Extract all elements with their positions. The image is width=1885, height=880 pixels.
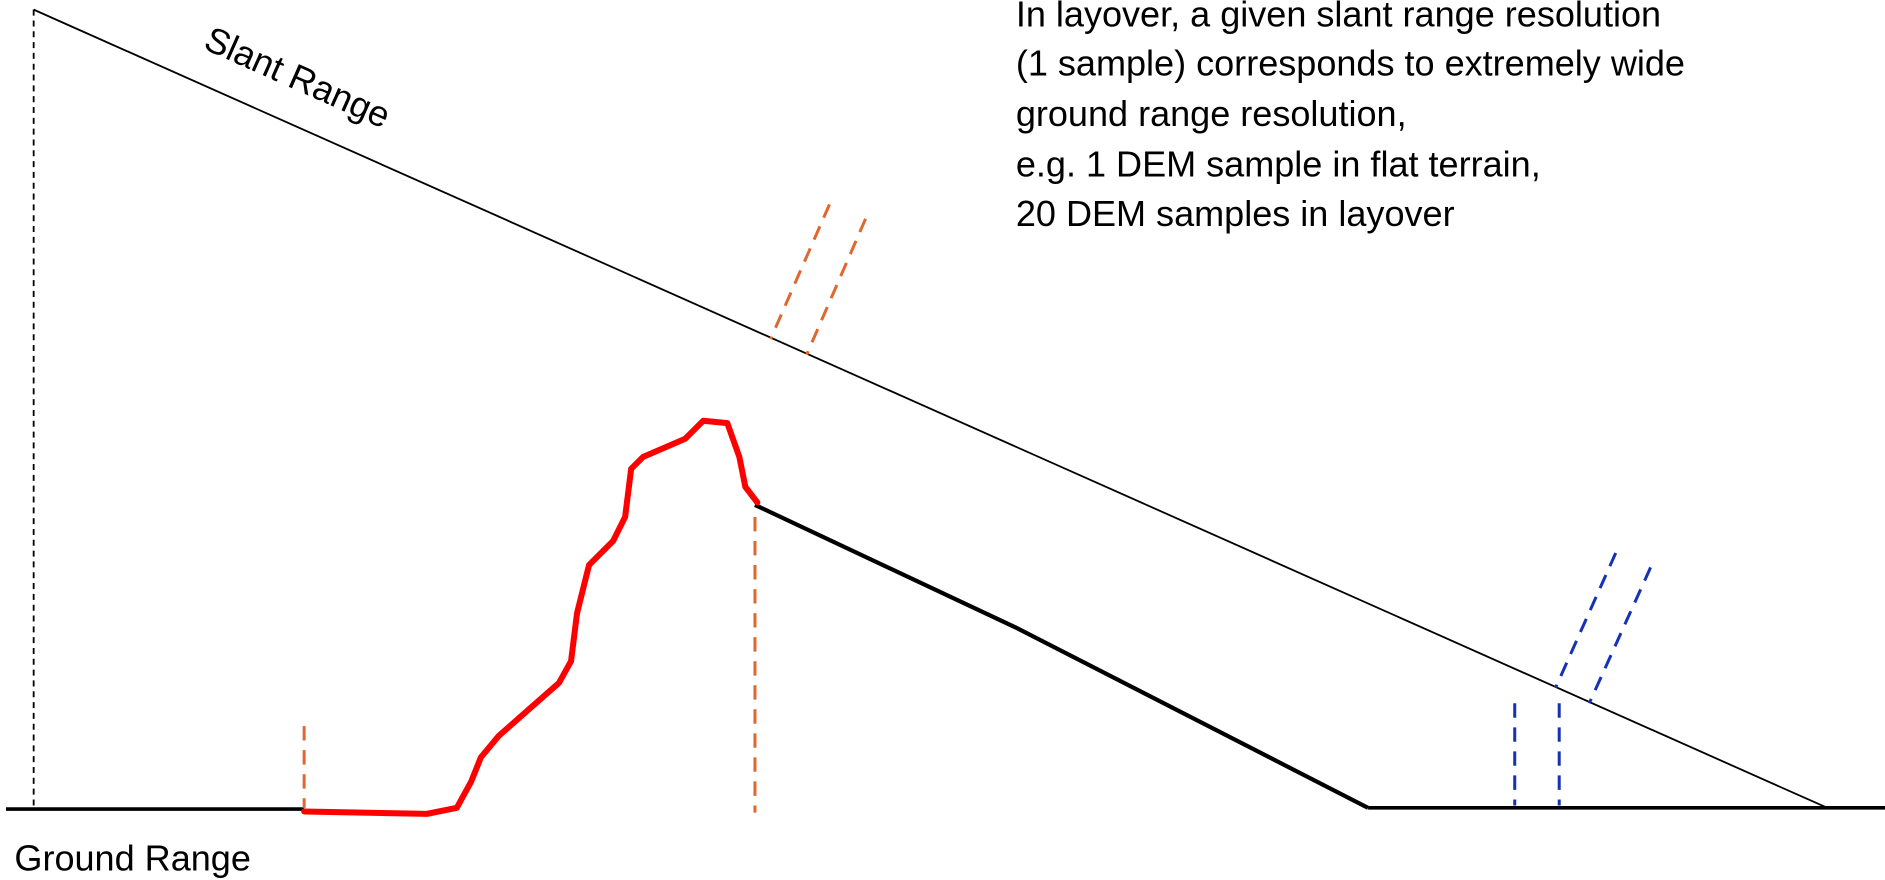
slant-range-line bbox=[33, 8, 1828, 809]
note-line: 20 DEM samples in layover bbox=[1016, 193, 1455, 234]
note-line: (1 sample) corresponds to extremely wide bbox=[1016, 43, 1685, 84]
slant-range-label: Slant Range bbox=[199, 18, 397, 136]
dash-line bbox=[805, 218, 867, 356]
layover-projection bbox=[302, 203, 867, 813]
layover-terrain bbox=[301, 417, 761, 817]
terrain-slope bbox=[754, 503, 1370, 810]
ground-range-label: Ground Range bbox=[14, 837, 250, 878]
note-line: e.g. 1 DEM sample in flat terrain, bbox=[1016, 144, 1541, 185]
note: In layover, a given slant range resoluti… bbox=[1016, 0, 1685, 234]
dash-line bbox=[769, 203, 831, 340]
flat-projection bbox=[1513, 552, 1652, 806]
note-line: In layover, a given slant range resoluti… bbox=[1016, 0, 1661, 34]
dash-line bbox=[1587, 566, 1652, 704]
dash-line bbox=[1554, 552, 1618, 689]
note-line: ground range resolution, bbox=[1016, 93, 1407, 134]
